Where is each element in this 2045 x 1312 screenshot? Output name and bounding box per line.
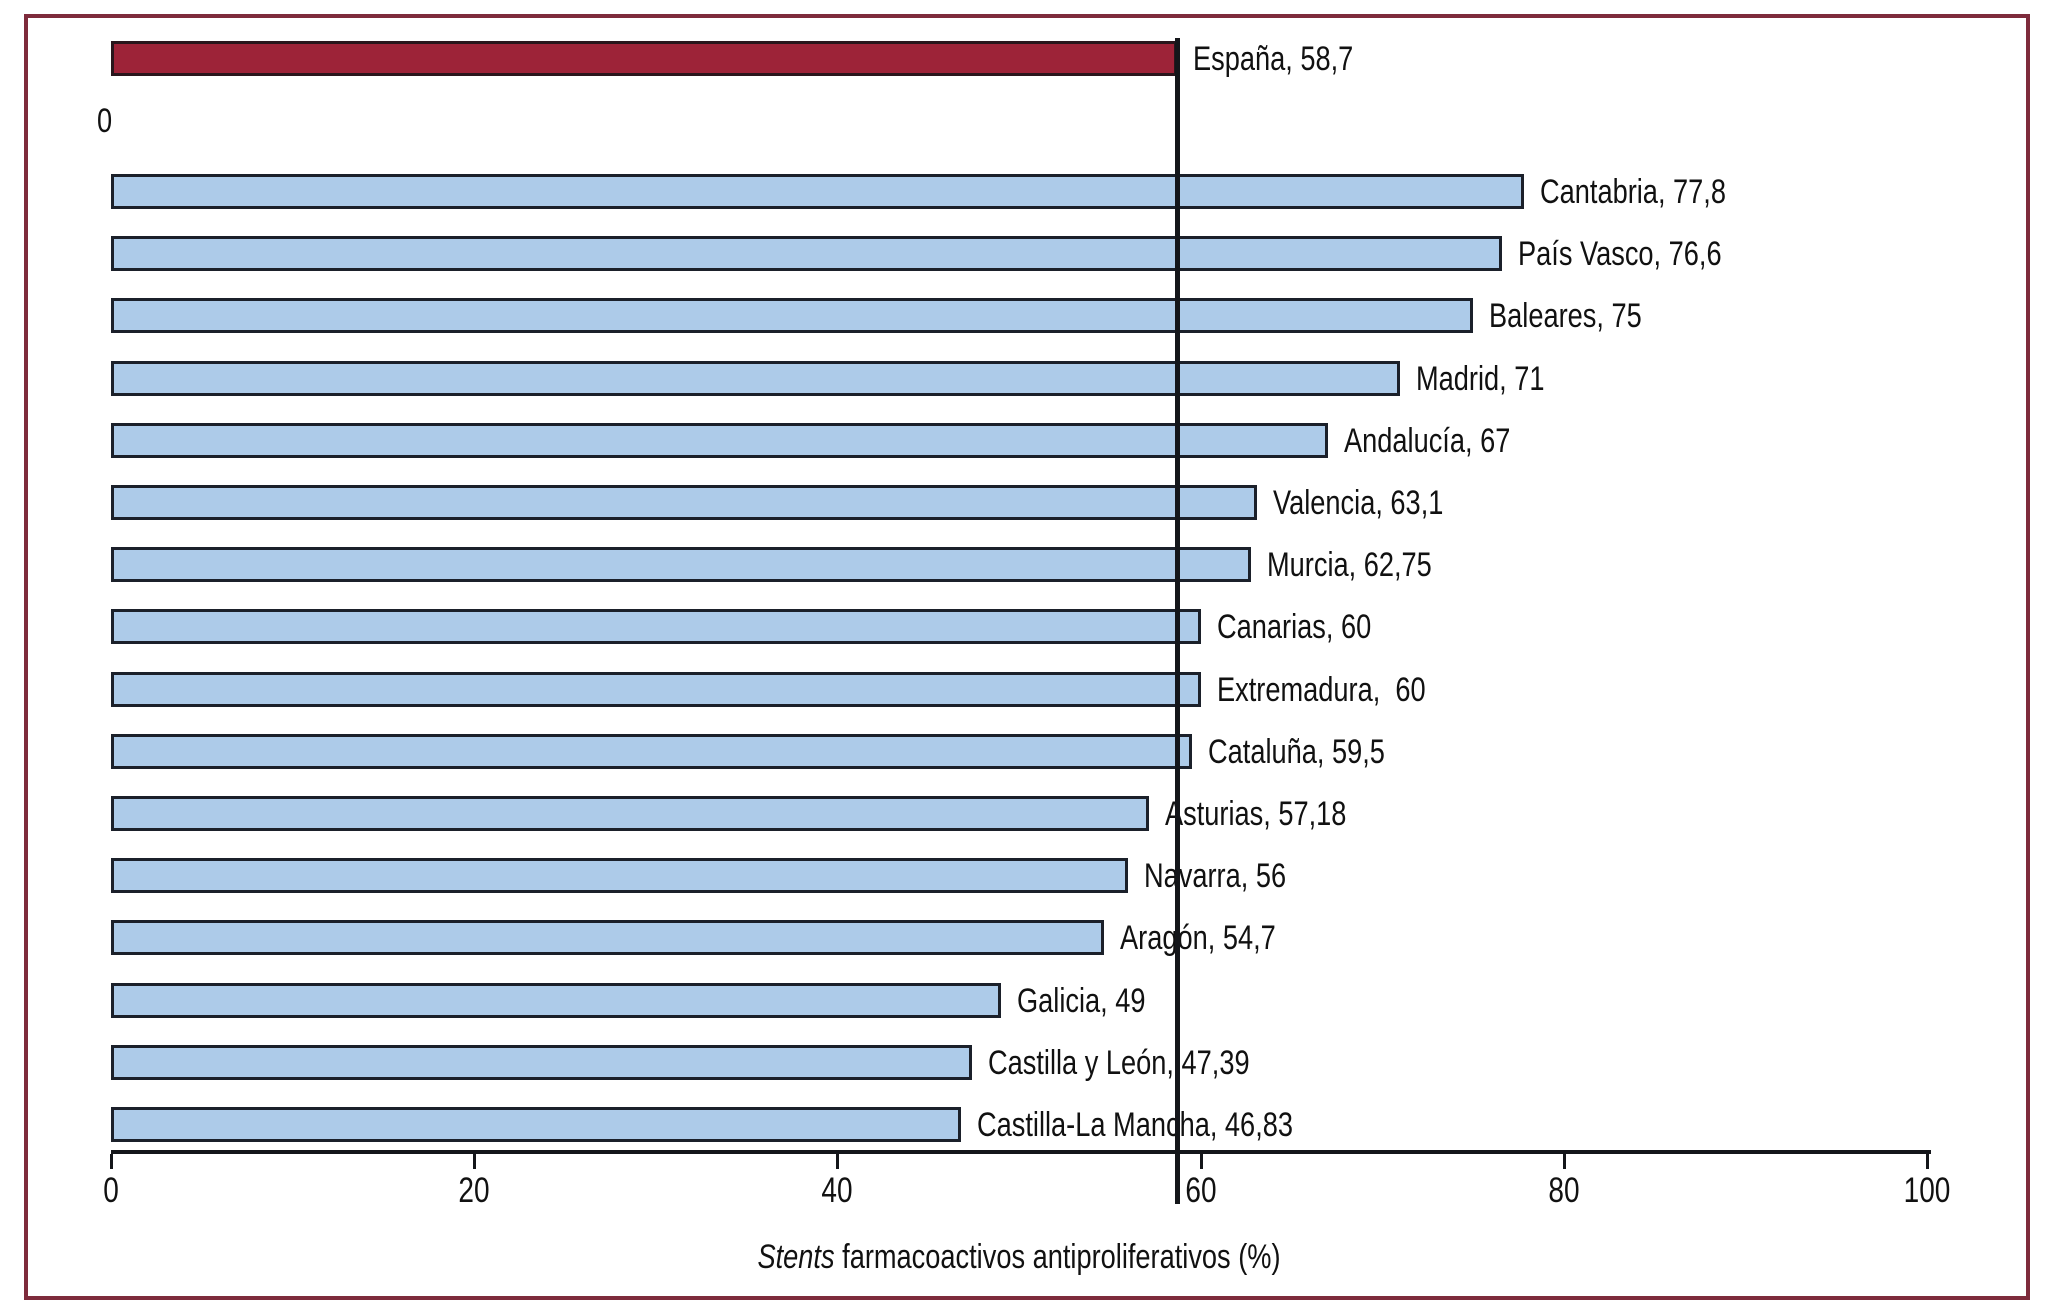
- bar-label: Canarias, 60: [1217, 608, 1372, 646]
- x-axis-tick: [836, 1154, 839, 1169]
- bar: [111, 858, 1128, 893]
- bar-label: Cataluña, 59,5: [1208, 733, 1385, 771]
- bar: [111, 423, 1328, 458]
- x-axis-tick-label: 0: [103, 1171, 119, 1210]
- bar: [111, 547, 1251, 582]
- x-axis-title: Stents farmacoactivos antiproliferativos…: [293, 1237, 1746, 1277]
- bar-label: Extremadura, 60: [1217, 671, 1426, 709]
- bar: [111, 609, 1201, 644]
- x-axis-tick: [1563, 1154, 1566, 1169]
- reference-line: [1175, 38, 1180, 1204]
- figure-frame: [24, 14, 2030, 1300]
- x-axis-tick-label: 40: [821, 1171, 853, 1210]
- x-axis-tick-label: 80: [1548, 1171, 1580, 1210]
- bar-label: País Vasco, 76,6: [1518, 235, 1722, 273]
- bar-label: Galicia, 49: [1017, 982, 1146, 1020]
- x-axis-title-rest: farmacoactivos antiproliferativos (%): [834, 1238, 1281, 1276]
- x-axis-tick: [473, 1154, 476, 1169]
- x-axis-tick: [110, 1154, 113, 1169]
- bar: [111, 298, 1473, 333]
- x-axis-line: [111, 1150, 1931, 1154]
- bar: [111, 1107, 961, 1142]
- bar: [111, 920, 1104, 955]
- bar-label: Navarra, 56: [1144, 857, 1287, 895]
- bar-label: Aragón, 54,7: [1120, 919, 1276, 957]
- bar: [111, 41, 1177, 76]
- bar: [111, 174, 1524, 209]
- bar-label: España, 58,7: [1193, 40, 1354, 78]
- bar-label: 0: [97, 102, 113, 140]
- bar-label: Castilla y León, 47,39: [988, 1044, 1250, 1082]
- bar-label: Valencia, 63,1: [1273, 484, 1444, 522]
- bar: [111, 796, 1149, 831]
- bar: [111, 1045, 972, 1080]
- bar-label: Baleares, 75: [1489, 297, 1642, 335]
- bar: [111, 983, 1001, 1018]
- bar-label: Madrid, 71: [1416, 360, 1545, 398]
- bar-label: Cantabria, 77,8: [1540, 173, 1726, 211]
- bar-label: Asturias, 57,18: [1165, 795, 1347, 833]
- bar-label: Murcia, 62,75: [1267, 546, 1432, 584]
- bar: [111, 236, 1502, 271]
- x-axis-tick: [1200, 1154, 1203, 1169]
- bar: [111, 361, 1400, 396]
- x-axis-tick: [1926, 1154, 1929, 1169]
- bar: [111, 485, 1257, 520]
- x-axis-title-italic-word: Stents: [757, 1238, 835, 1276]
- x-axis-tick-label: 100: [1903, 1171, 1951, 1210]
- bar: [111, 672, 1201, 707]
- bar-label: Castilla-La Mancha, 46,83: [977, 1106, 1294, 1144]
- x-axis-tick-label: 60: [1185, 1171, 1217, 1210]
- bar-label: Andalucía, 67: [1344, 422, 1511, 460]
- x-axis-tick-label: 20: [458, 1171, 490, 1210]
- bar: [111, 734, 1192, 769]
